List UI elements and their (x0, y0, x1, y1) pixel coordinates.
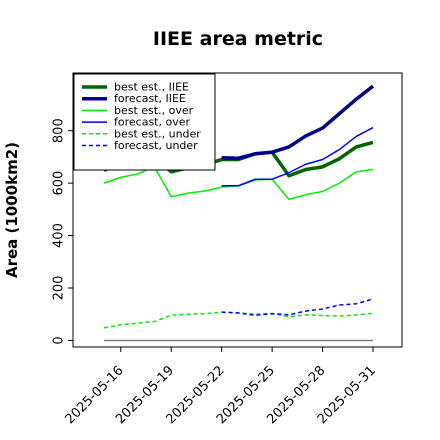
y-axis-label: Area (1000km2) (3, 142, 21, 278)
y-tick-label: 800 (52, 118, 67, 143)
series-line (221, 84, 375, 160)
plot-frame (72, 72, 403, 348)
y-tick-label: 0 (52, 336, 67, 344)
chart-title: IIEE area metric (153, 28, 323, 50)
legend-label: best est., over (114, 104, 194, 117)
y-tick-label: 200 (52, 276, 67, 301)
y-tick-label: 600 (52, 171, 67, 196)
legend-label: forecast, under (114, 139, 198, 152)
legend-label: best est., under (114, 127, 201, 140)
legend-box (73, 73, 216, 171)
series-line (221, 126, 374, 187)
series-line (103, 311, 374, 329)
y-tick-label: 400 (52, 223, 67, 248)
legend-label: best est., IIEE (114, 81, 189, 94)
legend-label: forecast, IIEE (114, 92, 186, 105)
legend-label: forecast, over (114, 116, 190, 129)
series-line (221, 298, 374, 317)
series-line (103, 166, 374, 201)
